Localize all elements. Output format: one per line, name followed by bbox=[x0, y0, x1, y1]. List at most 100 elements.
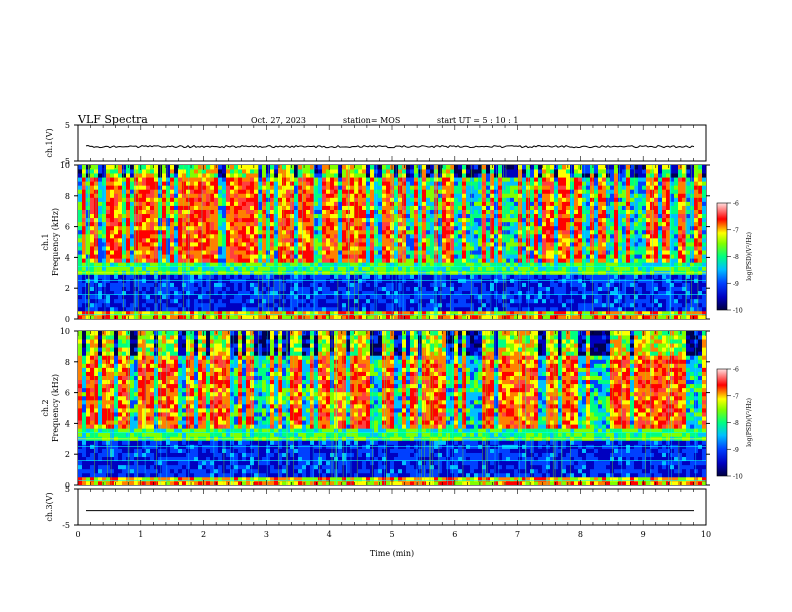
spectrogram-cell bbox=[410, 181, 415, 186]
spectrogram-cell bbox=[550, 302, 555, 308]
spectrogram-cell bbox=[418, 181, 423, 186]
spectrogram-cell bbox=[598, 205, 603, 210]
spectrogram-cell bbox=[358, 282, 363, 287]
spectrogram-cell bbox=[422, 177, 427, 182]
spectrogram-cell bbox=[366, 209, 371, 215]
spectrogram-cell bbox=[262, 177, 267, 182]
spectrogram-cell bbox=[530, 290, 535, 296]
spectrogram-cell bbox=[466, 286, 471, 292]
spectrogram-cell bbox=[310, 201, 315, 206]
spectrogram-cell bbox=[558, 177, 563, 182]
spectrogram-cell bbox=[378, 213, 383, 219]
spectrogram-cell bbox=[562, 242, 567, 247]
spectrogram-cell bbox=[322, 314, 327, 319]
spectrogram-cell bbox=[382, 310, 387, 316]
spectrogram-cell bbox=[502, 314, 507, 319]
spectrogram-cell bbox=[522, 306, 527, 312]
spectrogram-cell bbox=[466, 282, 471, 287]
spectrogram-cell bbox=[82, 165, 87, 170]
spectrogram-cell bbox=[222, 209, 227, 215]
spectrogram-cell bbox=[326, 233, 331, 239]
spectrogram-cell bbox=[206, 205, 211, 210]
spectrogram-cell bbox=[318, 201, 323, 206]
spectrogram-cell bbox=[406, 185, 411, 190]
spectrogram-cell bbox=[194, 229, 199, 235]
spectrogram-cell bbox=[230, 237, 235, 243]
spectrogram-cell bbox=[130, 185, 135, 190]
spectrogram-cell bbox=[354, 262, 359, 267]
spectrogram-cell bbox=[286, 282, 291, 287]
spectrogram-cell bbox=[206, 221, 211, 227]
spectrogram-cell bbox=[198, 181, 203, 186]
spectrogram-cell bbox=[306, 221, 311, 227]
spectrogram-cell bbox=[438, 310, 443, 316]
spectrogram-cell bbox=[502, 258, 507, 263]
spectrogram-cell bbox=[238, 205, 243, 210]
spectrogram-cell bbox=[398, 262, 403, 267]
spectrogram-cell bbox=[466, 201, 471, 206]
spectrogram-cell bbox=[574, 193, 579, 198]
spectrogram-cell bbox=[102, 225, 107, 231]
spectrogram-cell bbox=[98, 229, 103, 235]
spectrogram-cell bbox=[366, 221, 371, 227]
spectrogram-cell bbox=[562, 225, 567, 231]
spectrogram-cell bbox=[490, 310, 495, 316]
spectrogram-cell bbox=[134, 306, 139, 312]
spectrogram-cell bbox=[194, 282, 199, 287]
spectrogram-cell bbox=[186, 233, 191, 239]
spectrogram-cell bbox=[282, 258, 287, 263]
spectrogram-cell bbox=[338, 294, 343, 300]
spectrogram-cell bbox=[358, 262, 363, 267]
spectrogram-cell bbox=[586, 258, 591, 263]
spectrogram-cell bbox=[534, 189, 539, 194]
spectrogram-cell bbox=[122, 298, 127, 304]
spectrogram-cell bbox=[334, 274, 339, 279]
spectrogram-cell bbox=[106, 290, 111, 296]
spectrogram-cell bbox=[534, 173, 539, 178]
spectrogram-cell bbox=[254, 197, 259, 202]
spectrogram-cell bbox=[574, 262, 579, 267]
spectrogram-cell bbox=[190, 314, 195, 319]
spectrogram-cell bbox=[586, 266, 591, 271]
spectrogram-cell bbox=[166, 213, 171, 219]
spectrogram-cell bbox=[534, 310, 539, 316]
spectrogram-cell bbox=[214, 254, 219, 259]
spectrogram-cell bbox=[542, 217, 547, 223]
spectrogram-cell bbox=[318, 229, 323, 235]
spectrogram-cell bbox=[258, 286, 263, 292]
spectrogram-cell bbox=[466, 185, 471, 190]
spectrogram-cell bbox=[410, 197, 415, 202]
spectrogram-cell bbox=[350, 254, 355, 259]
spectrogram-cell bbox=[294, 294, 299, 300]
spectrogram-cell bbox=[498, 189, 503, 194]
spectrogram-cell bbox=[134, 246, 139, 251]
spectrogram-cell bbox=[106, 213, 111, 219]
spectrogram-cell bbox=[542, 314, 547, 319]
spectrogram-cell bbox=[338, 177, 343, 182]
spectrogram-cell bbox=[322, 189, 327, 194]
spectrogram-cell bbox=[158, 286, 163, 292]
spectrogram-cell bbox=[366, 185, 371, 190]
spectrogram-cell bbox=[502, 165, 507, 170]
spectrogram-cell bbox=[306, 189, 311, 194]
spectrogram-cell bbox=[482, 193, 487, 198]
spectrogram-cell bbox=[182, 201, 187, 206]
spectrogram-cell bbox=[178, 209, 183, 215]
spectrogram-cell bbox=[546, 266, 551, 271]
spectrogram-cell bbox=[114, 246, 119, 251]
spectrogram-cell bbox=[330, 185, 335, 190]
spectrogram-cell bbox=[558, 173, 563, 178]
spectrogram-cell bbox=[370, 274, 375, 279]
spectrogram-cell bbox=[234, 229, 239, 235]
spectrogram-cell bbox=[306, 254, 311, 259]
spectrogram-cell bbox=[134, 221, 139, 227]
spectrogram-cell bbox=[498, 314, 503, 319]
spectrogram-cell bbox=[334, 294, 339, 300]
spectrogram-cell bbox=[298, 266, 303, 271]
spectrogram-cell bbox=[498, 233, 503, 239]
spectrogram-cell bbox=[206, 229, 211, 235]
spectrogram-cell bbox=[406, 197, 411, 202]
spectrogram-cell bbox=[414, 237, 419, 243]
spectrogram-cell bbox=[406, 169, 411, 174]
spectrogram-cell bbox=[478, 229, 483, 235]
